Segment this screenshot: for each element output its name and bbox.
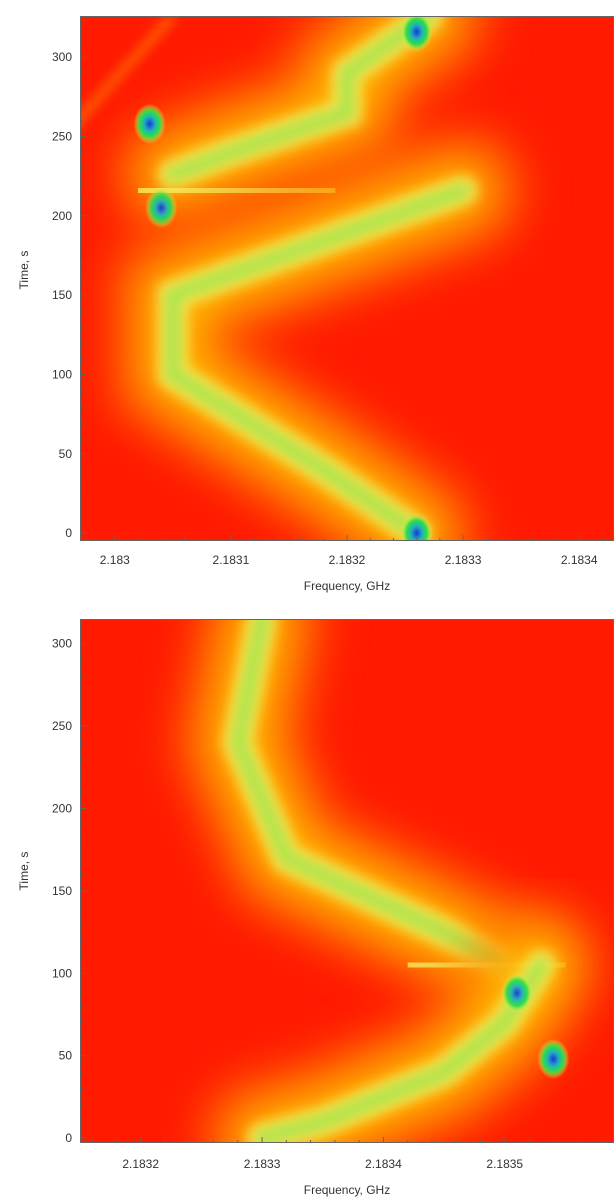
y-tick-label: 150 <box>52 288 72 302</box>
y-tick-label: 0 <box>65 1131 72 1145</box>
x-tick-label: 2.1833 <box>445 553 482 567</box>
y-tick-label: 250 <box>52 130 72 144</box>
hotspot <box>537 1038 570 1079</box>
hotspot <box>133 103 166 144</box>
y-tick-label: 200 <box>52 209 72 223</box>
x-tick-label: 2.1834 <box>561 553 598 567</box>
plot-frame <box>80 619 614 1143</box>
y-tick-label: 50 <box>59 447 73 461</box>
hotspot <box>400 513 433 541</box>
x-tick-label: 2.1833 <box>244 1157 281 1171</box>
x-tick-label: 2.1832 <box>122 1157 159 1171</box>
top-heatmap-chart: 0 50 100 150 200 250 300 2.183 2.1831 2.1832 2.183… <box>17 16 614 593</box>
x-axis-label: Frequency, GHz <box>304 579 390 593</box>
heatmap-area <box>80 619 614 1143</box>
upper-branch-peak <box>165 16 436 182</box>
narrow-line <box>80 16 175 122</box>
hotspot <box>500 973 533 1014</box>
heatmap-area <box>80 16 614 541</box>
y-axis-label: Time, s <box>17 852 31 891</box>
y-tick-label: 300 <box>52 637 72 651</box>
y-tick-label: 300 <box>52 50 72 64</box>
y-axis-label: Time, s <box>17 251 31 290</box>
bottom-heatmap-chart: 0 50 100 150 200 250 300 2.1832 2.1833 2.1834 2.18… <box>17 619 614 1197</box>
y-tick-label: 100 <box>52 367 72 381</box>
y-tick-label: 250 <box>52 719 72 733</box>
x-tick-label: 2.183 <box>100 553 130 567</box>
x-tick-label: 2.1832 <box>329 553 366 567</box>
x-tick-label: 2.1831 <box>213 553 250 567</box>
upper-branch-peak <box>230 619 512 972</box>
x-tick-label: 2.1834 <box>365 1157 402 1171</box>
hotspot <box>400 16 433 52</box>
y-tick-label: 200 <box>52 801 72 815</box>
y-tick-label: 50 <box>59 1049 73 1063</box>
x-axis-label: Frequency, GHz <box>304 1183 390 1197</box>
x-tick-label: 2.1835 <box>486 1157 523 1171</box>
y-tick-label: 0 <box>65 526 72 540</box>
y-tick-label: 150 <box>52 884 72 898</box>
y-tick-label: 100 <box>52 966 72 980</box>
lower-branch-peak <box>165 183 471 541</box>
hotspot <box>145 187 178 228</box>
